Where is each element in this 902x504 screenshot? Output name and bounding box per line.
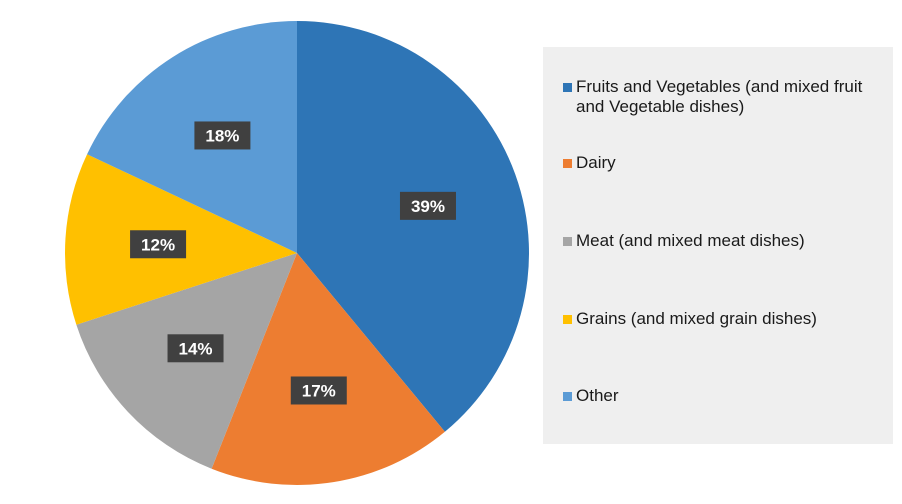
data-label-text: 14% bbox=[179, 339, 213, 358]
data-label-dairy: 17% bbox=[290, 376, 347, 405]
legend-item-fruits-vegetables: Fruits and Vegetables (and mixed fruit a… bbox=[563, 77, 877, 153]
data-label-text: 39% bbox=[411, 197, 445, 216]
legend-label-meat: Meat (and mixed meat dishes) bbox=[576, 231, 805, 250]
data-label-box bbox=[290, 376, 347, 405]
data-label-text: 17% bbox=[302, 381, 336, 400]
legend-item-grains: Grains (and mixed grain dishes) bbox=[563, 309, 877, 386]
data-label-text: 12% bbox=[141, 235, 175, 254]
pie-data-labels: 39% 17% 14% 12% 18% bbox=[130, 121, 456, 405]
legend-swatch-meat bbox=[563, 237, 572, 246]
legend-swatch-fruits-vegetables bbox=[563, 83, 572, 92]
legend-swatch-dairy bbox=[563, 159, 572, 168]
legend-label-other: Other bbox=[576, 386, 619, 405]
data-label-text: 18% bbox=[205, 126, 239, 145]
legend-item-meat: Meat (and mixed meat dishes) bbox=[563, 231, 877, 309]
data-label-grains: 12% bbox=[130, 230, 187, 259]
data-label-box bbox=[130, 230, 187, 259]
pie-chart: 39% 17% 14% 12% 18% bbox=[64, 21, 529, 485]
legend-swatch-grains bbox=[563, 315, 572, 324]
data-label-box bbox=[194, 121, 251, 150]
legend: Fruits and Vegetables (and mixed fruit a… bbox=[543, 47, 893, 444]
data-label-meat: 14% bbox=[167, 334, 224, 363]
legend-item-dairy: Dairy bbox=[563, 153, 877, 231]
legend-label-dairy: Dairy bbox=[576, 153, 616, 172]
pie-slice-other bbox=[87, 21, 297, 253]
data-label-other: 18% bbox=[194, 121, 251, 150]
data-label-box bbox=[167, 334, 224, 363]
legend-label-grains: Grains (and mixed grain dishes) bbox=[576, 309, 817, 328]
data-label-fruits-vegetables: 39% bbox=[399, 191, 456, 220]
pie-slice-fruits-vegetables bbox=[297, 21, 529, 432]
legend-item-other: Other bbox=[563, 386, 877, 426]
pie-slice-dairy bbox=[211, 253, 445, 485]
legend-swatch-other bbox=[563, 392, 572, 401]
legend-label-fruits-vegetables: Fruits and Vegetables (and mixed fruit a… bbox=[576, 77, 863, 116]
data-label-box bbox=[399, 191, 456, 220]
